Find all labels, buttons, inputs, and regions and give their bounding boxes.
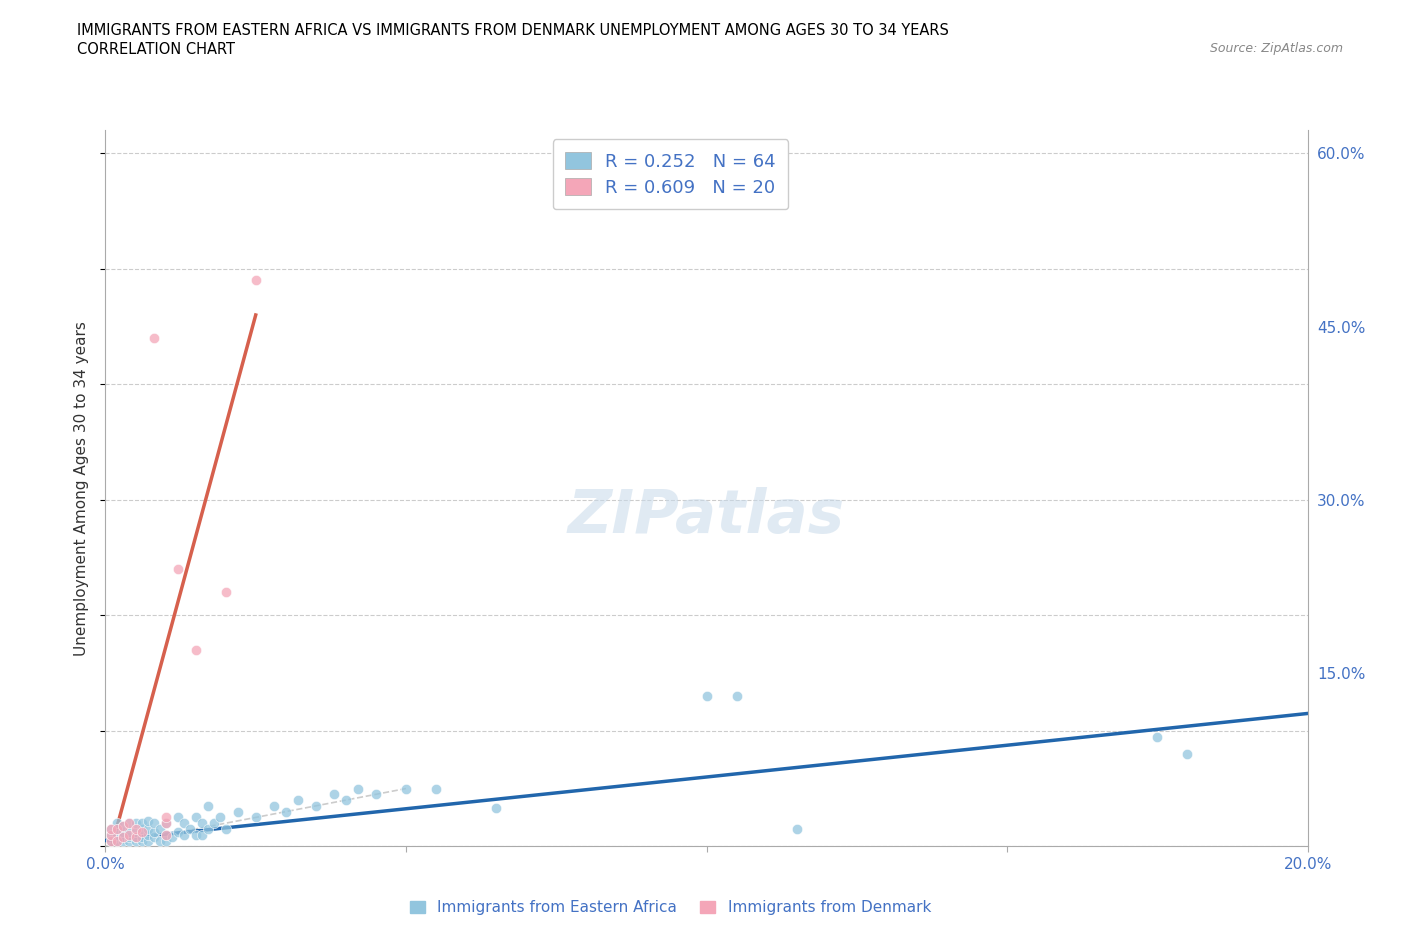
Legend: R = 0.252   N = 64, R = 0.609   N = 20: R = 0.252 N = 64, R = 0.609 N = 20 — [553, 140, 789, 209]
Point — [347, 781, 370, 796]
Point — [100, 833, 122, 848]
Point — [245, 810, 267, 825]
Point — [124, 830, 146, 844]
Point — [136, 814, 159, 829]
Point — [274, 804, 297, 819]
Text: ZIPatlas: ZIPatlas — [568, 487, 845, 547]
Point — [118, 816, 141, 830]
Point — [131, 825, 153, 840]
Point — [100, 828, 122, 843]
Point — [100, 833, 122, 848]
Point — [131, 833, 153, 848]
Point — [166, 562, 188, 577]
Point — [305, 799, 328, 814]
Point — [696, 689, 718, 704]
Point — [214, 821, 236, 836]
Point — [136, 833, 159, 848]
Point — [112, 833, 135, 848]
Point — [124, 830, 146, 844]
Point — [100, 828, 122, 843]
Point — [107, 833, 129, 848]
Point — [118, 828, 141, 843]
Point — [142, 816, 165, 830]
Point — [155, 810, 177, 825]
Point — [107, 833, 129, 848]
Point — [136, 821, 159, 836]
Point — [124, 833, 146, 848]
Point — [190, 816, 212, 830]
Point — [190, 828, 212, 843]
Point — [208, 810, 231, 825]
Point — [335, 792, 357, 807]
Point — [226, 804, 249, 819]
Point — [425, 781, 447, 796]
Point — [485, 801, 508, 816]
Point — [166, 825, 188, 840]
Point — [184, 643, 207, 658]
Point — [100, 821, 122, 836]
Point — [155, 833, 177, 848]
Point — [364, 787, 387, 802]
Point — [214, 585, 236, 600]
Point — [112, 818, 135, 833]
Point — [118, 825, 141, 840]
Y-axis label: Unemployment Among Ages 30 to 34 years: Unemployment Among Ages 30 to 34 years — [75, 321, 90, 656]
Point — [112, 818, 135, 833]
Point — [100, 821, 122, 836]
Point — [166, 810, 188, 825]
Point — [107, 821, 129, 836]
Point — [322, 787, 344, 802]
Point — [155, 828, 177, 843]
Point — [142, 825, 165, 840]
Point — [107, 828, 129, 843]
Point — [173, 828, 195, 843]
Point — [197, 799, 219, 814]
Point — [107, 816, 129, 830]
Point — [184, 810, 207, 825]
Point — [107, 821, 129, 836]
Text: Source: ZipAtlas.com: Source: ZipAtlas.com — [1209, 42, 1343, 55]
Point — [142, 830, 165, 844]
Point — [786, 821, 808, 836]
Point — [245, 272, 267, 287]
Point — [148, 821, 170, 836]
Point — [155, 816, 177, 830]
Point — [136, 828, 159, 843]
Point — [395, 781, 418, 796]
Point — [179, 821, 201, 836]
Point — [118, 830, 141, 844]
Point — [112, 830, 135, 844]
Point — [184, 828, 207, 843]
Point — [124, 821, 146, 836]
Point — [131, 821, 153, 836]
Point — [118, 816, 141, 830]
Point — [1146, 729, 1168, 744]
Point — [148, 833, 170, 848]
Point — [287, 792, 309, 807]
Point — [263, 799, 285, 814]
Point — [142, 331, 165, 346]
Point — [118, 833, 141, 848]
Point — [112, 825, 135, 840]
Point — [124, 816, 146, 830]
Point — [1175, 747, 1198, 762]
Point — [155, 816, 177, 830]
Point — [155, 828, 177, 843]
Point — [160, 830, 183, 844]
Point — [725, 689, 748, 704]
Text: IMMIGRANTS FROM EASTERN AFRICA VS IMMIGRANTS FROM DENMARK UNEMPLOYMENT AMONG AGE: IMMIGRANTS FROM EASTERN AFRICA VS IMMIGR… — [77, 23, 949, 38]
Point — [112, 830, 135, 844]
Point — [202, 816, 225, 830]
Point — [173, 816, 195, 830]
Point — [131, 830, 153, 844]
Point — [124, 825, 146, 840]
Point — [197, 821, 219, 836]
Point — [131, 816, 153, 830]
Text: CORRELATION CHART: CORRELATION CHART — [77, 42, 235, 57]
